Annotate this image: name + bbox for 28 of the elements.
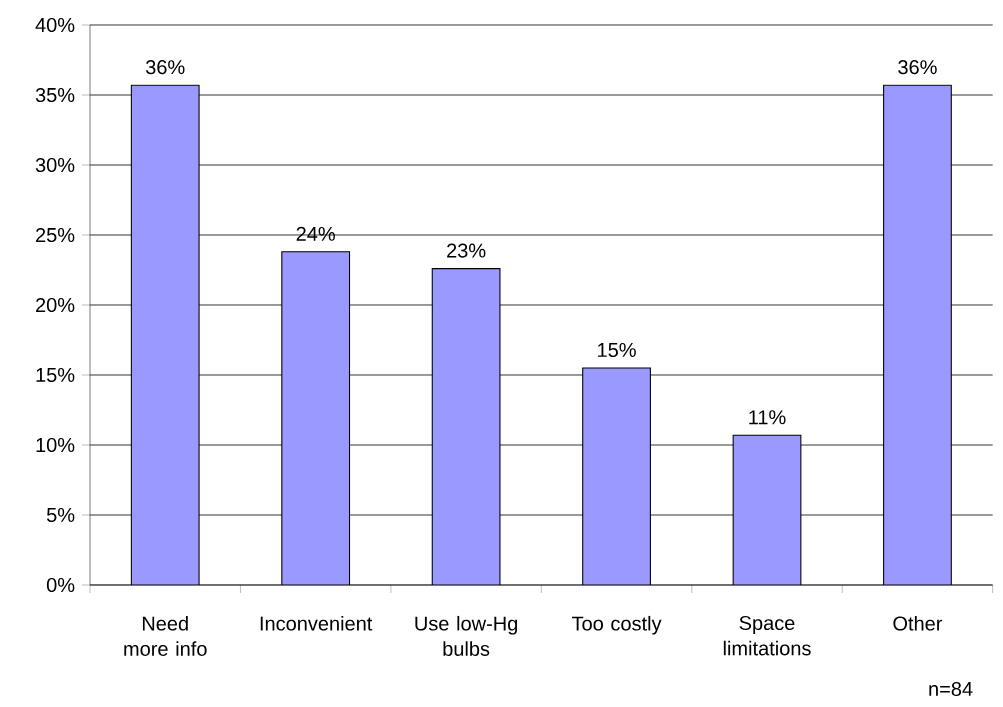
bar: [281, 251, 351, 585]
data-label: 36%: [898, 60, 937, 75]
y-tick-label: 40%: [35, 17, 75, 33]
y-tick-label: 25%: [36, 227, 75, 243]
data-label: 23%: [447, 243, 486, 258]
bar: [732, 434, 802, 585]
y-tick-label: 0%: [46, 577, 75, 593]
y-tick-label: 5%: [46, 507, 75, 523]
text: n=84: [929, 681, 973, 697]
bar: [582, 367, 651, 585]
x-tick-label: Other: [893, 615, 943, 631]
data-label: 15%: [598, 343, 636, 358]
data-label: 36%: [145, 60, 185, 75]
bar: [130, 84, 200, 585]
y-tick-label: 20%: [36, 297, 75, 313]
data-label: 24%: [296, 226, 335, 241]
x-tick-label: Inconvenient: [260, 615, 373, 631]
y-tick-label: 35%: [35, 87, 75, 103]
x-tick-label: Need more info: [124, 615, 207, 656]
x-tick-label: Space limitations: [723, 615, 811, 656]
y-tick-label: 10%: [36, 437, 75, 453]
x-tick-label: Use low-Hg bulbs: [415, 615, 518, 656]
data-label: 11%: [749, 410, 786, 425]
bar: [883, 84, 952, 585]
x-tick-label: Too costly: [571, 615, 662, 635]
bar: [431, 268, 501, 585]
y-tick-label: 15%: [36, 367, 75, 383]
y-tick-label: 30%: [35, 157, 75, 173]
